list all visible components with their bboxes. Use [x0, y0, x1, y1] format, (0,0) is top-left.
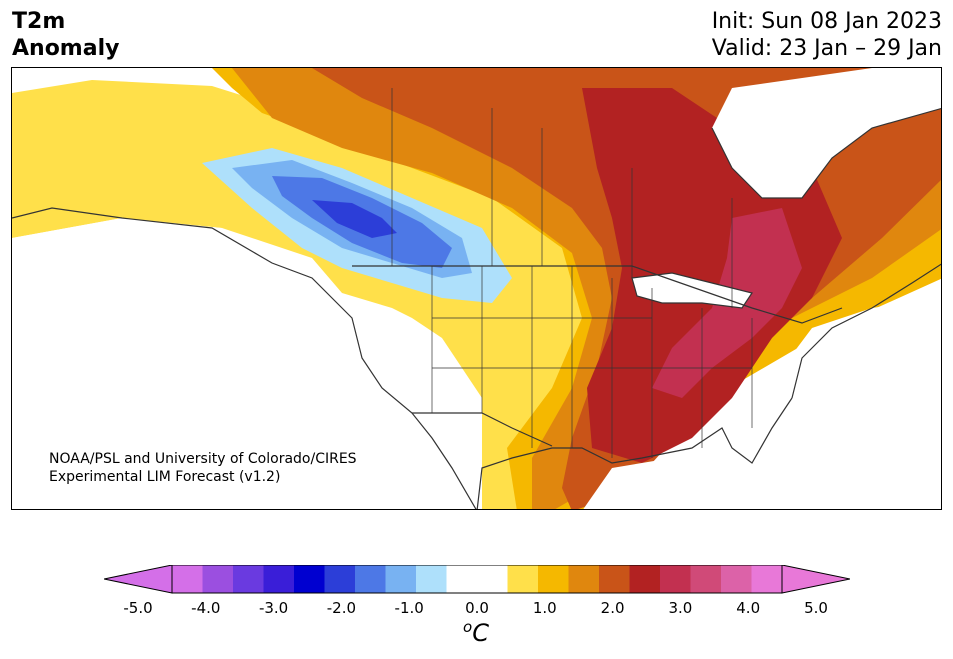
colorbar-tick-label: -4.0	[191, 599, 221, 617]
colorbar-tick-label: 4.0	[736, 599, 761, 617]
valid-range: Valid: 23 Jan – 29 Jan	[711, 36, 942, 61]
colorbar-extend-high	[781, 565, 850, 594]
colorbar-cell	[538, 565, 569, 593]
state-lines	[431, 266, 753, 458]
colorbar-cell	[416, 565, 447, 593]
province-lines	[391, 88, 733, 308]
gulf-coastline	[476, 397, 793, 509]
colorbar-tick-label: 1.0	[532, 599, 557, 617]
colorbar-cells	[172, 565, 783, 593]
degree-symbol: o	[463, 618, 473, 636]
colorbar-cell	[172, 565, 203, 593]
colorbar-tick-label: 2.0	[600, 599, 625, 617]
colorbar-unit: oC	[463, 618, 489, 647]
credit-line-1: NOAA/PSL and University of Colorado/CIRE…	[49, 451, 357, 467]
colorbar-outline	[171, 565, 783, 594]
colorbar-cell	[599, 565, 630, 593]
anomaly-fills	[12, 68, 941, 509]
colorbar-extend-low	[104, 565, 173, 594]
colorbar-cell	[721, 565, 752, 593]
colorbar-cell	[660, 565, 691, 593]
forecast-credit: NOAA/PSL and University of Colorado/CIRE…	[49, 450, 357, 486]
colorbar-cell	[568, 565, 600, 593]
us-canada-border	[352, 265, 843, 324]
colorbar-cell	[294, 565, 325, 593]
colorbar-cell	[385, 565, 417, 593]
colorbar-tick-label: -3.0	[258, 599, 289, 617]
east-coastline	[791, 263, 941, 399]
init-date: Init: Sun 08 Jan 2023	[711, 9, 942, 34]
great-lakes	[632, 273, 752, 308]
colorbar-cell	[202, 565, 234, 593]
variable-label: T2m	[12, 9, 66, 34]
colorbar-cell	[690, 565, 722, 593]
colorbar-cell	[324, 565, 356, 593]
colorbar-cell	[233, 565, 264, 593]
colorbar-cell	[751, 565, 783, 593]
map-canvas	[12, 68, 941, 509]
hudson-bay-shore	[711, 107, 941, 199]
colorbar-cell	[477, 565, 508, 593]
colorbar	[104, 565, 850, 594]
great-lakes-shore	[631, 272, 753, 309]
colorbar-cell	[507, 565, 539, 593]
product-label: Anomaly	[12, 36, 120, 61]
atlantic-ocean	[782, 298, 941, 388]
colorbar-cell	[355, 565, 386, 593]
cool-band-4	[312, 200, 397, 238]
colorbar-tick-label: -2.0	[326, 599, 357, 617]
anomaly-map: NOAA/PSL and University of Colorado/CIRE…	[11, 67, 942, 510]
colorbar-cell	[263, 565, 295, 593]
colorbar-tick-label: 0.0	[465, 599, 489, 617]
forecast-dates: Init: Sun 08 Jan 2023 Valid: 23 Jan – 29…	[712, 8, 942, 62]
colorbar-tick-label: 3.0	[668, 599, 693, 617]
colorbar-tick-label: 5.0	[804, 599, 828, 617]
map-title: T2m Anomaly	[12, 8, 119, 62]
boundaries	[12, 88, 941, 509]
unit-letter: C	[472, 619, 489, 647]
west-coastline	[12, 207, 477, 509]
colorbar-tick-label: -1.0	[394, 599, 424, 617]
colorbar-cell	[446, 565, 478, 593]
hudson-bay	[712, 68, 941, 198]
colorbar-cell	[629, 565, 661, 593]
credit-line-2: Experimental LIM Forecast (v1.2)	[49, 469, 281, 485]
gulf-of-mexico	[583, 368, 941, 509]
pacific-ocean	[12, 218, 481, 509]
colorbar-tick-label: -5.0	[123, 599, 153, 617]
